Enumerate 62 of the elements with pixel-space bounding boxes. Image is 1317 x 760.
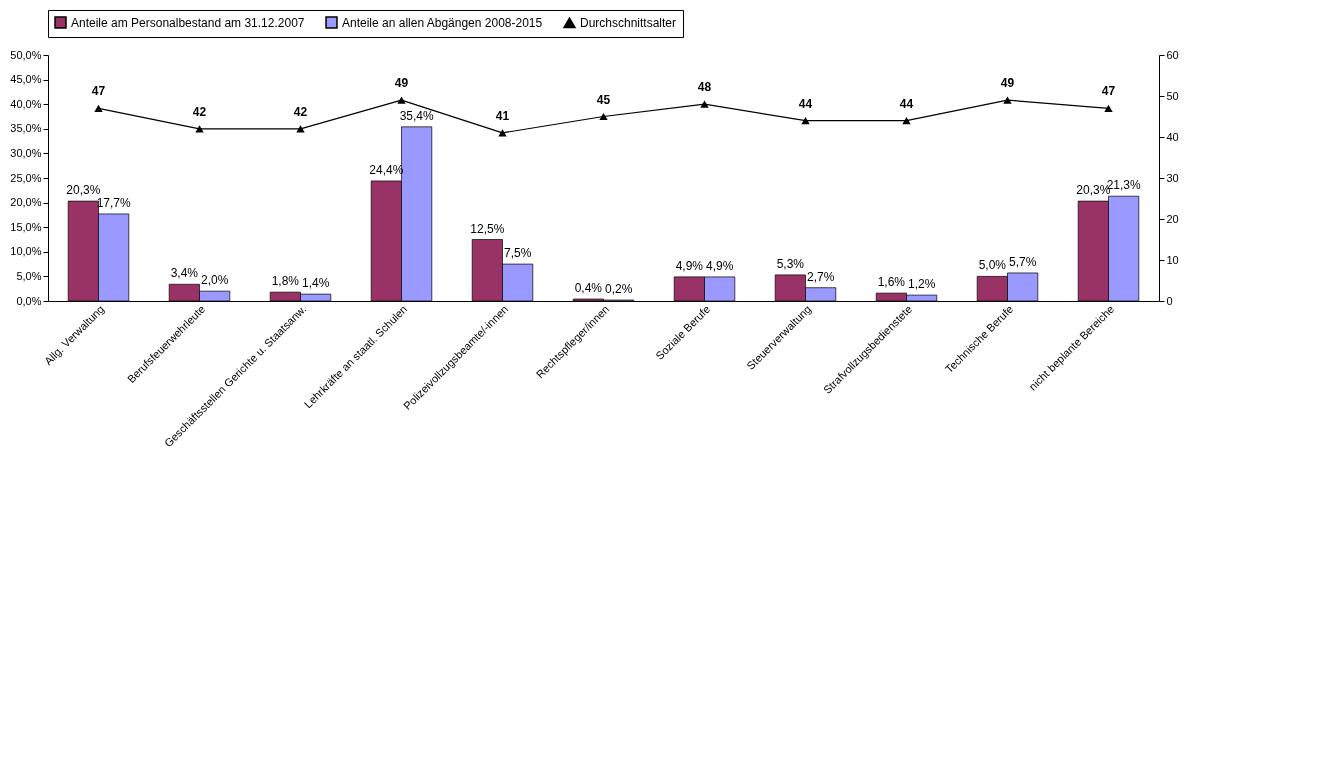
data-label: 44 <box>899 96 914 111</box>
y-tick-label: 40,0% <box>10 97 42 110</box>
data-label: 42 <box>192 104 207 119</box>
data-label: 48 <box>697 80 712 95</box>
data-label: 49 <box>1000 76 1015 91</box>
y2-tick-label: 50 <box>1166 89 1179 102</box>
point <box>397 96 406 104</box>
y-tick-label: 15,0% <box>10 220 42 233</box>
data-label: 42 <box>293 104 308 119</box>
data-label: 2,0% <box>200 273 229 288</box>
y2-tick-label: 60 <box>1166 48 1179 61</box>
point <box>498 129 507 137</box>
data-label: 44 <box>798 96 813 111</box>
data-label: 5,3% <box>776 256 805 271</box>
y2-tick-label: 10 <box>1166 253 1179 266</box>
data-label: 7,5% <box>503 246 532 261</box>
y-tick-label: 45,0% <box>10 73 42 86</box>
point <box>1003 96 1012 104</box>
y-tick-label: 0,0% <box>16 294 42 307</box>
data-label: 5,0% <box>978 258 1007 273</box>
point <box>195 125 204 133</box>
point <box>902 116 911 125</box>
data-label: 1,6% <box>877 275 906 290</box>
data-label: 41 <box>495 108 510 123</box>
legend-label: Durchschnittsalter <box>580 15 677 30</box>
data-label: 47 <box>1101 84 1116 99</box>
y-tick-label: 30,0% <box>10 146 42 159</box>
y-tick-label: 20,0% <box>10 196 42 209</box>
y2-tick-label: 30 <box>1166 171 1179 184</box>
legend-label: Anteile an allen Abgängen 2008-2015 <box>342 15 543 30</box>
y-tick-label: 10,0% <box>10 245 42 258</box>
point <box>700 100 709 108</box>
point <box>296 125 305 133</box>
legend-label: Anteile am Personalbestand am 31.12.2007 <box>71 15 305 30</box>
data-label: 20,3% <box>66 183 101 198</box>
data-label: 4,9% <box>675 258 704 273</box>
data-label: 12,5% <box>470 221 505 236</box>
y-tick-label: 35,0% <box>10 122 42 135</box>
y-tick-label: 5,0% <box>16 269 42 282</box>
data-label: 5,7% <box>1008 254 1037 269</box>
y-tick-label: 25,0% <box>10 171 42 184</box>
y2-tick-label: 40 <box>1166 130 1179 143</box>
point <box>801 116 810 125</box>
data-label: 0,2% <box>604 282 633 297</box>
data-label: 1,4% <box>301 276 330 291</box>
data-label: 17,7% <box>96 195 131 210</box>
data-label: 0,4% <box>574 281 603 296</box>
y2-tick-label: 0 <box>1166 294 1173 307</box>
point <box>1104 104 1113 112</box>
y-tick-label: 50,0% <box>10 48 42 61</box>
data-label: 35,4% <box>399 108 434 123</box>
data-label: 2,7% <box>806 269 835 284</box>
data-label: 49 <box>394 76 409 91</box>
point <box>599 112 608 121</box>
data-label: 45 <box>596 92 611 107</box>
data-label: 4,9% <box>705 258 734 273</box>
data-label: 47 <box>91 84 106 99</box>
point <box>94 104 103 112</box>
data-label: 1,8% <box>271 274 300 289</box>
data-label: 1,2% <box>907 277 936 292</box>
data-label: 3,4% <box>170 266 199 281</box>
y2-tick-label: 20 <box>1166 212 1179 225</box>
